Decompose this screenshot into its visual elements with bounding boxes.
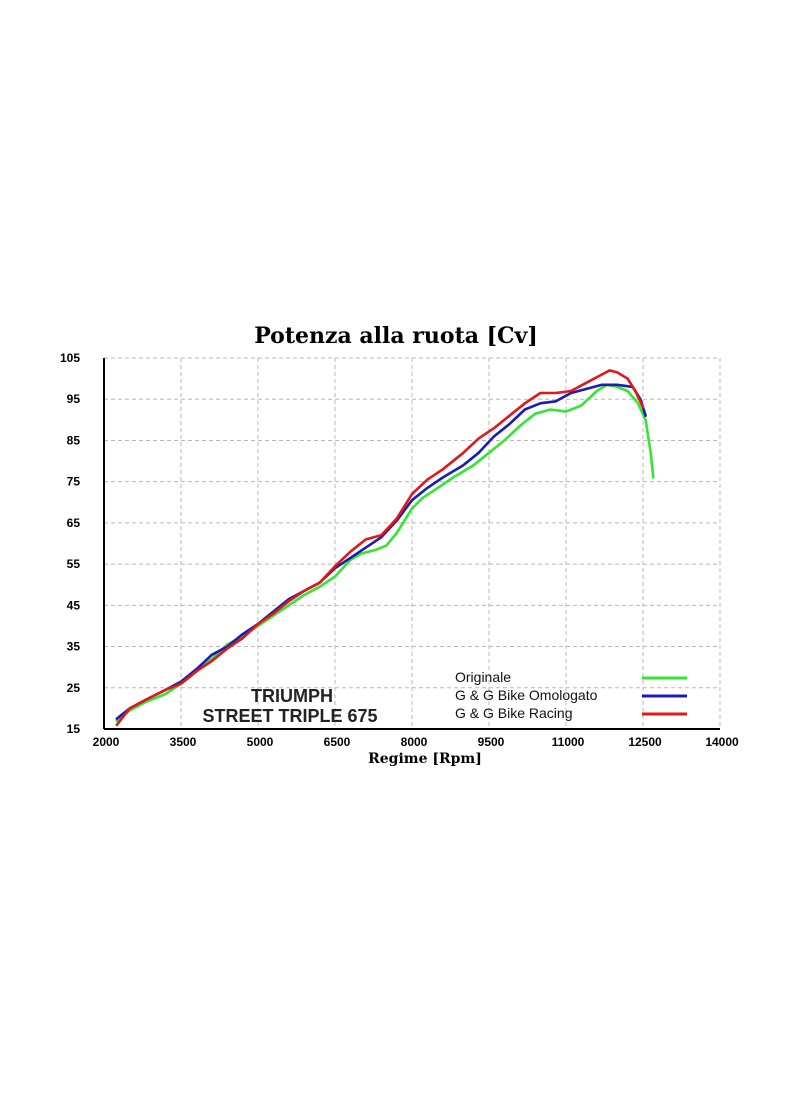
x-axis-label: Regime [Rpm] (368, 751, 482, 767)
x-tick-label: 14000 (705, 735, 739, 749)
y-tick-label: 35 (67, 640, 81, 654)
axes (103, 358, 720, 730)
y-tick-label: 45 (67, 598, 81, 612)
x-tick-label: 11000 (552, 735, 585, 749)
y-tick-label: 85 (67, 433, 81, 447)
y-tick-label: 105 (60, 351, 80, 365)
y-tick-label: 55 (67, 557, 81, 571)
series-line-3 (115, 369, 645, 727)
x-tick-label: 5000 (247, 735, 274, 749)
legend: Originale G & G Bike Omologato G & G Bike … (455, 669, 687, 721)
series-lines (115, 369, 655, 727)
y-tick-label: 95 (67, 392, 81, 406)
chart-title: Potenza alla ruota [Cv] (254, 323, 538, 349)
x-tick-label: 6500 (324, 735, 351, 749)
y-tick-label: 15 (67, 722, 81, 736)
annotation-brand: TRIUMPH (251, 686, 333, 706)
y-tick-labels: 15 25 35 45 55 65 75 85 95 105 (60, 351, 80, 736)
x-tick-label: 8000 (401, 735, 428, 749)
x-tick-label: 9500 (478, 735, 505, 749)
legend-label-3: G & G Bike Racing (455, 705, 573, 721)
x-tick-labels: 2000 3500 5000 6500 8000 9500 11000 12500 14000 (93, 735, 739, 749)
x-tick-label: 12500 (628, 735, 662, 749)
y-tick-label: 65 (67, 516, 81, 530)
annotation-model: STREET TRIPLE 675 (202, 706, 377, 726)
legend-label-2: G & G Bike Omologato (455, 687, 598, 703)
legend-label-1: Originale (455, 669, 511, 685)
grid (104, 357, 721, 729)
y-tick-label: 25 (67, 681, 81, 695)
x-tick-label: 3500 (170, 735, 197, 749)
x-tick-label: 2000 (93, 735, 120, 749)
y-tick-label: 75 (67, 475, 81, 489)
series-line-2 (115, 383, 647, 720)
